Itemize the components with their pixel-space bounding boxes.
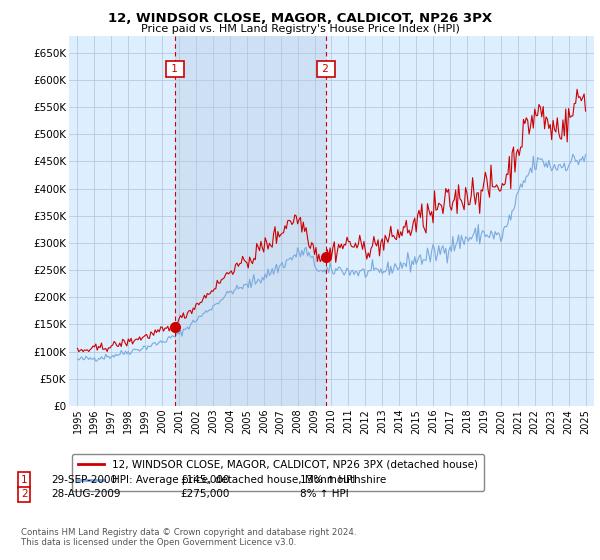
Text: 28-AUG-2009: 28-AUG-2009	[51, 489, 121, 500]
Text: Price paid vs. HM Land Registry's House Price Index (HPI): Price paid vs. HM Land Registry's House …	[140, 24, 460, 34]
Text: 1: 1	[168, 64, 181, 74]
Text: £275,000: £275,000	[180, 489, 229, 500]
Text: 12, WINDSOR CLOSE, MAGOR, CALDICOT, NP26 3PX: 12, WINDSOR CLOSE, MAGOR, CALDICOT, NP26…	[108, 12, 492, 25]
Legend: 12, WINDSOR CLOSE, MAGOR, CALDICOT, NP26 3PX (detached house), HPI: Average pric: 12, WINDSOR CLOSE, MAGOR, CALDICOT, NP26…	[71, 454, 484, 492]
Text: 8% ↑ HPI: 8% ↑ HPI	[300, 489, 349, 500]
Text: £145,000: £145,000	[180, 475, 229, 485]
Text: 13% ↑ HPI: 13% ↑ HPI	[300, 475, 355, 485]
Bar	[175, 36, 326, 406]
Text: 2: 2	[21, 489, 28, 500]
Text: Contains HM Land Registry data © Crown copyright and database right 2024.
This d: Contains HM Land Registry data © Crown c…	[21, 528, 356, 547]
Text: 29-SEP-2000: 29-SEP-2000	[51, 475, 117, 485]
Text: 2: 2	[319, 64, 332, 74]
Text: 1: 1	[21, 475, 28, 485]
